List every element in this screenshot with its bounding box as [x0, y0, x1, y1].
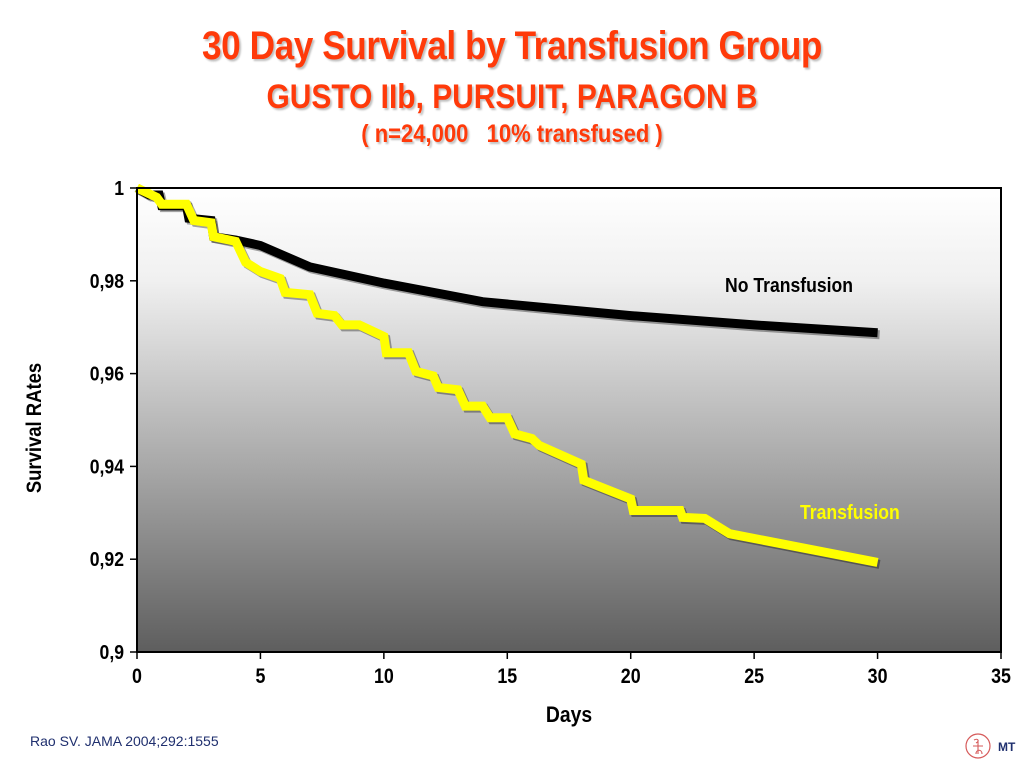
series-line-transfusion: [135, 183, 879, 567]
transfusion-label: Transfusion: [800, 501, 900, 523]
plot-area: [137, 188, 1001, 652]
x-axis-label: Days: [546, 703, 592, 727]
y-tick-label: 0,98: [90, 270, 124, 292]
slide-title: 30 Day Survival by Transfusion Group: [202, 24, 822, 68]
x-tick-label: 0: [132, 665, 142, 689]
y-tick-label: 0,92: [90, 548, 124, 570]
slide-subtitle-2: ( n=24,000 10% transfused ): [361, 120, 663, 148]
x-tick-label: 5: [255, 665, 265, 689]
logo-text: MT: [998, 740, 1016, 754]
y-tick-label: 0,9: [100, 641, 124, 663]
logo-icon: [965, 733, 991, 759]
y-tick-label: 1: [114, 177, 124, 199]
x-tick-label: 30: [868, 665, 888, 689]
plot-frame: [136, 187, 1002, 653]
x-tick-label: 15: [497, 665, 517, 689]
x-tick-label: 20: [621, 665, 641, 689]
citation: Rao SV. JAMA 2004;292:1555: [30, 733, 219, 749]
x-tick-label: 10: [374, 665, 394, 689]
x-tick-label: 25: [744, 665, 764, 689]
y-tick-label: 0,96: [90, 363, 124, 385]
x-tick-label: 35: [991, 665, 1011, 689]
y-tick-label: 0,94: [90, 455, 125, 477]
no-transfusion-label: No Transfusion: [725, 274, 853, 296]
y-axis-label: Survival RAtes: [23, 363, 46, 493]
slide-subtitle: GUSTO IIb, PURSUIT, PARAGON B: [266, 78, 758, 116]
